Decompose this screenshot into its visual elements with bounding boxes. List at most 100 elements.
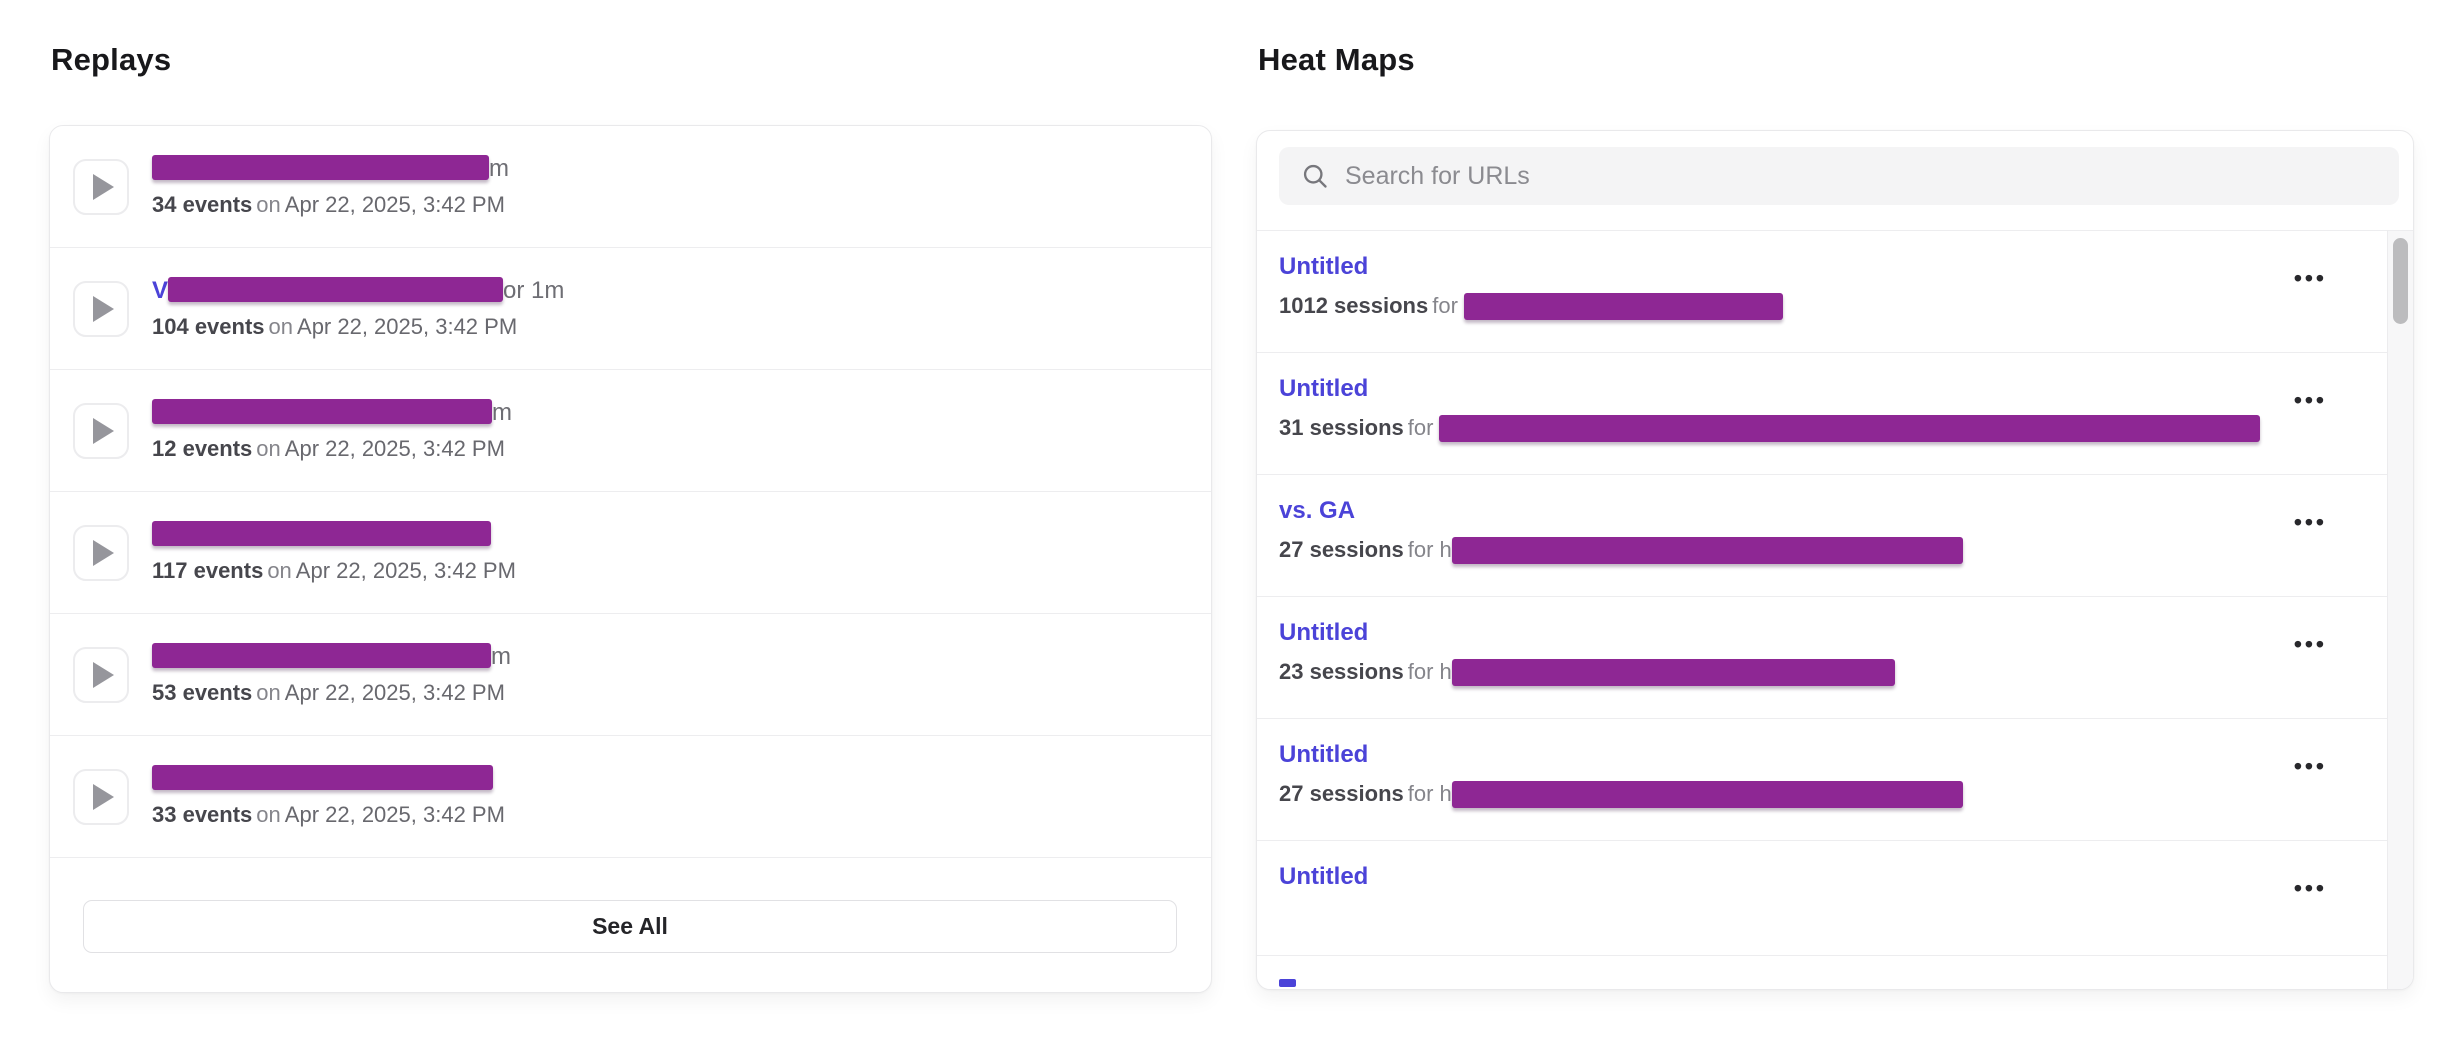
visit-duration-fragment: m [491, 643, 511, 670]
replays-footer: See All [50, 858, 1211, 993]
clipped-next-heatmap-link [1279, 979, 1296, 987]
replay-date: Apr 22, 2025, 3:42 PM [284, 436, 505, 461]
visitor-name-fragment: V [152, 277, 169, 304]
see-all-button[interactable]: See All [83, 900, 1177, 953]
more-options-button[interactable]: ••• [2293, 509, 2327, 535]
play-button[interactable] [73, 280, 129, 337]
scrollbar-track[interactable] [2387, 230, 2413, 989]
redacted-visitor-text [152, 155, 489, 181]
redacted-visitor-text [152, 399, 492, 425]
play-icon [93, 783, 114, 810]
play-icon [93, 173, 114, 200]
more-options-button[interactable]: ••• [2293, 875, 2327, 901]
heatmap-meta: 27 sessions for h [1279, 780, 2294, 809]
heatmap-meta: 23 sessions for h [1279, 658, 2294, 687]
redacted-visitor-text [152, 643, 491, 669]
heatmap-link[interactable]: Untitled [1279, 741, 1369, 768]
replay-date: Apr 22, 2025, 3:42 PM [284, 802, 505, 827]
heatmap-row: Untitled 31 sessions for ••• [1257, 353, 2387, 475]
replay-meta: 33 events on Apr 22, 2025, 3:42 PM [152, 802, 505, 827]
replay-meta: 12 events on Apr 22, 2025, 3:42 PM [152, 436, 505, 461]
replay-row[interactable]: 117 events on Apr 22, 2025, 3:42 PM [50, 492, 1211, 614]
event-count: 104 events [152, 314, 265, 339]
more-options-button[interactable]: ••• [2293, 265, 2327, 291]
event-count: 34 events [152, 192, 253, 217]
heatmaps-section-title: Heat Maps [1258, 42, 1415, 77]
heatmaps-list: Untitled 1012 sessions for ••• Untitled 3… [1257, 230, 2387, 989]
heatmap-row: Untitled 1012 sessions for ••• [1257, 231, 2387, 353]
heatmap-link[interactable]: Untitled [1279, 375, 1369, 402]
event-count: 33 events [152, 802, 253, 827]
url-fragment: h [1439, 537, 1452, 562]
play-button[interactable] [73, 768, 129, 825]
replay-title-line: m [152, 399, 512, 427]
heatmap-row: Untitled ••• [1257, 841, 2387, 956]
replay-title-line: m [152, 643, 511, 671]
visit-duration-fragment: m [489, 155, 509, 182]
heatmap-row: Untitled 23 sessions for h ••• [1257, 597, 2387, 719]
scrollbar-thumb[interactable] [2393, 238, 2408, 324]
replays-section-title: Replays [51, 42, 172, 77]
replay-meta: 117 events on Apr 22, 2025, 3:42 PM [152, 558, 516, 583]
replay-date: Apr 22, 2025, 3:42 PM [295, 558, 516, 583]
redacted-url [1463, 292, 1783, 320]
replay-row[interactable]: m 53 events on Apr 22, 2025, 3:42 PM [50, 614, 1211, 736]
url-fragment: h [1439, 781, 1452, 806]
play-icon [93, 539, 114, 566]
heatmap-row: Untitled 27 sessions for h ••• [1257, 719, 2387, 841]
heatmap-link[interactable]: vs. GA [1279, 497, 1356, 524]
play-icon [93, 295, 114, 322]
replay-row[interactable]: 33 events on Apr 22, 2025, 3:42 PM [50, 736, 1211, 858]
heatmap-link[interactable]: Untitled [1279, 253, 1369, 280]
visit-duration-fragment: m [492, 399, 512, 426]
replay-row[interactable]: m 34 events on Apr 22, 2025, 3:42 PM [50, 126, 1211, 248]
play-button[interactable] [73, 524, 129, 581]
replay-title-line [152, 521, 516, 549]
event-count: 117 events [152, 558, 264, 583]
heatmap-meta: 27 sessions for h [1279, 536, 2294, 565]
url-fragment: h [1439, 659, 1452, 684]
search-input[interactable] [1279, 147, 2399, 205]
replay-meta: 53 events on Apr 22, 2025, 3:42 PM [152, 680, 505, 705]
play-icon [93, 661, 114, 688]
redacted-url [1439, 414, 2261, 442]
redacted-visitor-text [152, 765, 493, 791]
search-box[interactable] [1279, 147, 2399, 205]
play-button[interactable] [73, 646, 129, 703]
session-count: 31 sessions [1279, 415, 1404, 440]
session-count: 27 sessions [1279, 781, 1404, 806]
replay-date: Apr 22, 2025, 3:42 PM [284, 680, 505, 705]
event-count: 53 events [152, 680, 253, 705]
redacted-visitor-text [168, 277, 504, 303]
redacted-url [1451, 536, 1963, 564]
replay-meta: 104 events on Apr 22, 2025, 3:42 PM [152, 314, 518, 339]
more-options-button[interactable]: ••• [2293, 753, 2327, 779]
replay-row[interactable]: m 12 events on Apr 22, 2025, 3:42 PM [50, 370, 1211, 492]
more-options-button[interactable]: ••• [2293, 631, 2327, 657]
replay-title-line: m [152, 155, 509, 183]
play-button[interactable] [73, 158, 129, 215]
redacted-url [1451, 658, 1895, 686]
more-options-button[interactable]: ••• [2293, 387, 2327, 413]
heatmap-link[interactable]: Untitled [1279, 619, 1369, 646]
session-count: 27 sessions [1279, 537, 1404, 562]
search-icon [1303, 164, 1327, 188]
heatmap-meta: 31 sessions for [1279, 414, 2294, 443]
redacted-visitor-text [152, 521, 491, 547]
play-button[interactable] [73, 402, 129, 459]
redacted-url [1451, 780, 1963, 808]
replay-title-line [152, 765, 505, 793]
replay-date: Apr 22, 2025, 3:42 PM [284, 192, 505, 217]
replay-date: Apr 22, 2025, 3:42 PM [297, 314, 518, 339]
visit-duration-fragment: or 1m [503, 277, 565, 304]
event-count: 12 events [152, 436, 253, 461]
heatmap-link[interactable]: Untitled [1279, 863, 1369, 890]
session-count: 1012 sessions [1279, 293, 1429, 318]
heatmap-row: vs. GA 27 sessions for h ••• [1257, 475, 2387, 597]
play-icon [93, 417, 114, 444]
heatmap-meta: 1012 sessions for [1279, 292, 2294, 321]
